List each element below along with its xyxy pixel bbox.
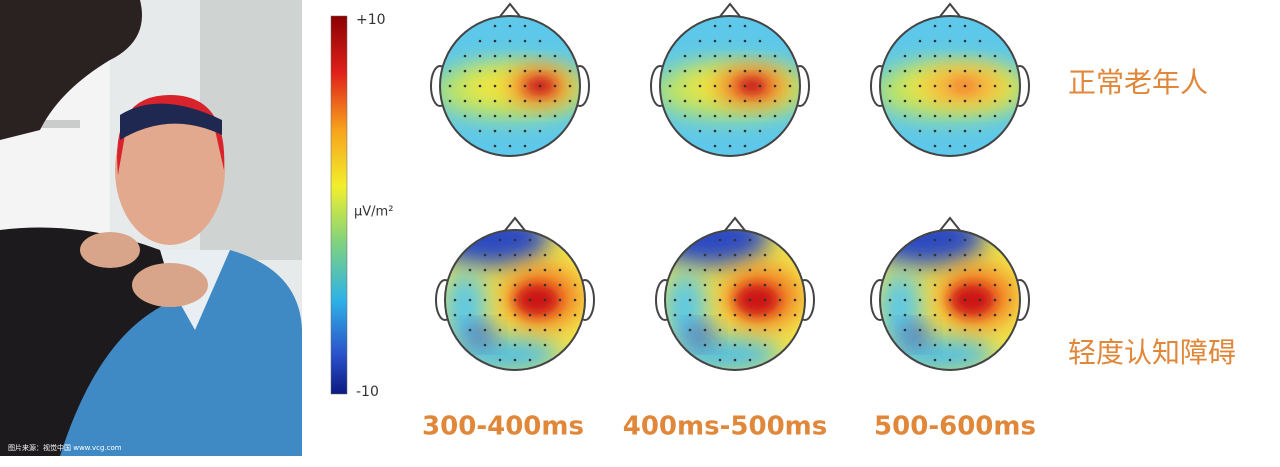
topomap [870, 2, 1030, 157]
topomap [655, 216, 815, 371]
time-label: 500-600ms [874, 412, 1036, 442]
photo: 图片来源：视觉中国 www.vcg.com [0, 0, 302, 456]
time-label: 400ms-500ms [623, 412, 827, 442]
time-label: 300-400ms [422, 412, 584, 442]
row-label: 轻度认知障碍 [1068, 336, 1236, 369]
topomap [650, 2, 810, 157]
colorbar-min: -10 [356, 384, 379, 400]
colorbar-max: +10 [356, 12, 386, 28]
colorbar-unit: μV/m² [354, 205, 393, 220]
colorbar [330, 15, 348, 395]
topomap [430, 2, 590, 157]
row-label: 正常老年人 [1068, 66, 1208, 99]
photo-credit: 图片来源：视觉中国 www.vcg.com [8, 443, 122, 452]
